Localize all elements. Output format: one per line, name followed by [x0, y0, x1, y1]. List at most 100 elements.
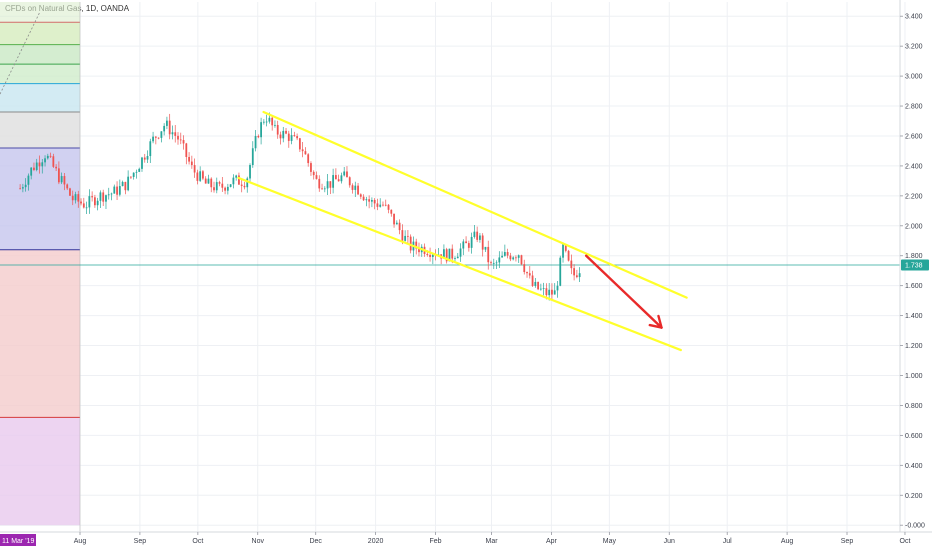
candle-body — [454, 258, 456, 259]
candle-body — [498, 257, 501, 263]
candle-body — [346, 171, 348, 178]
candle-body — [290, 135, 293, 141]
candle-body — [166, 120, 168, 126]
candle-body — [509, 255, 512, 260]
candle-body — [276, 124, 279, 135]
candle-body — [443, 249, 445, 259]
candle-body — [116, 186, 118, 195]
candle-body — [254, 136, 257, 149]
candle-body — [578, 273, 581, 278]
channel-lower-line — [237, 176, 682, 352]
candle-body — [451, 248, 454, 259]
candle-body — [365, 199, 368, 201]
candle-body — [293, 135, 296, 137]
candle-body — [564, 244, 567, 251]
candle-body — [265, 121, 268, 123]
price-tick-label: 1.400 — [905, 313, 923, 320]
candle-body — [526, 272, 528, 274]
candle-body — [553, 290, 556, 295]
candle-body — [492, 262, 495, 264]
candle-body — [215, 182, 218, 191]
candle-body — [138, 168, 141, 172]
candle-body — [448, 248, 451, 262]
level-band — [0, 44, 80, 65]
price-tick-label: 0.200 — [905, 493, 923, 500]
candle-body — [562, 244, 564, 258]
candle-body — [30, 167, 33, 176]
candle-body — [226, 186, 229, 191]
level-band — [0, 112, 80, 148]
candle-body — [107, 194, 110, 196]
candle-body — [387, 204, 390, 210]
time-tick-label: Mar — [485, 538, 498, 545]
candle-body — [323, 188, 326, 190]
candle-body — [132, 172, 135, 177]
candle-body — [321, 188, 323, 190]
candle-body — [171, 132, 174, 135]
candle-body — [459, 248, 462, 257]
candle-body — [401, 230, 404, 241]
candle-body — [506, 252, 509, 256]
price-tick-label: 0.600 — [905, 433, 923, 440]
candle-body — [470, 236, 473, 248]
candle-body — [157, 137, 160, 139]
candle-body — [426, 253, 429, 255]
candle-body — [268, 117, 271, 122]
current-price-label: 1.738 — [905, 263, 923, 270]
candle-body — [484, 246, 487, 250]
candle-body — [102, 192, 105, 202]
candle-body — [202, 171, 204, 179]
candle-body — [340, 175, 343, 182]
candle-body — [312, 171, 315, 176]
candle-body — [390, 209, 393, 214]
candle-body — [240, 184, 243, 186]
candle-body — [343, 171, 346, 176]
price-tick-label: 0.800 — [905, 403, 923, 410]
candle-body — [88, 196, 91, 208]
candle-body — [559, 257, 562, 286]
candle-body — [495, 262, 498, 264]
candle-body — [575, 275, 578, 278]
candle-body — [218, 182, 221, 184]
candle-body — [63, 176, 66, 185]
time-tick-label: 2020 — [368, 538, 384, 545]
candle-body — [329, 181, 332, 188]
candle-body — [503, 252, 506, 256]
candle-body — [395, 222, 398, 225]
candle-body — [404, 235, 407, 241]
candle-body — [57, 168, 60, 183]
candle-body — [362, 196, 365, 201]
candle-body — [33, 167, 35, 170]
candle-body — [80, 201, 82, 204]
candle-body — [357, 185, 359, 195]
price-tick-label: 2.800 — [905, 104, 923, 111]
candle-body — [91, 196, 94, 198]
time-axis: Aug Sep Oct Nov Dec 2020 Feb Mar Apr May Jun Jul Aug… — [0, 531, 932, 546]
candle-body — [182, 140, 185, 144]
candle-body — [271, 117, 274, 126]
candle-body — [71, 195, 74, 201]
candle-body — [77, 194, 80, 202]
candle-body — [188, 156, 190, 162]
candle-body — [551, 289, 553, 295]
candle-body — [318, 178, 321, 189]
candle-body — [490, 262, 492, 264]
level-band — [0, 22, 80, 45]
candle-body — [542, 288, 545, 289]
candle-body — [431, 254, 434, 257]
candle-body — [249, 165, 251, 179]
price-tick-label: 3.400 — [905, 14, 923, 21]
candle-body — [19, 188, 22, 190]
candle-body — [373, 199, 376, 204]
candle-body — [520, 255, 523, 265]
price-tick-label: 3.200 — [905, 44, 923, 51]
candle-body — [135, 171, 138, 173]
candle-body — [96, 200, 99, 206]
candle-body — [376, 203, 379, 207]
candle-body — [168, 120, 171, 135]
candle-body — [127, 176, 130, 191]
candle-body — [274, 124, 276, 126]
candle-body — [199, 171, 202, 181]
